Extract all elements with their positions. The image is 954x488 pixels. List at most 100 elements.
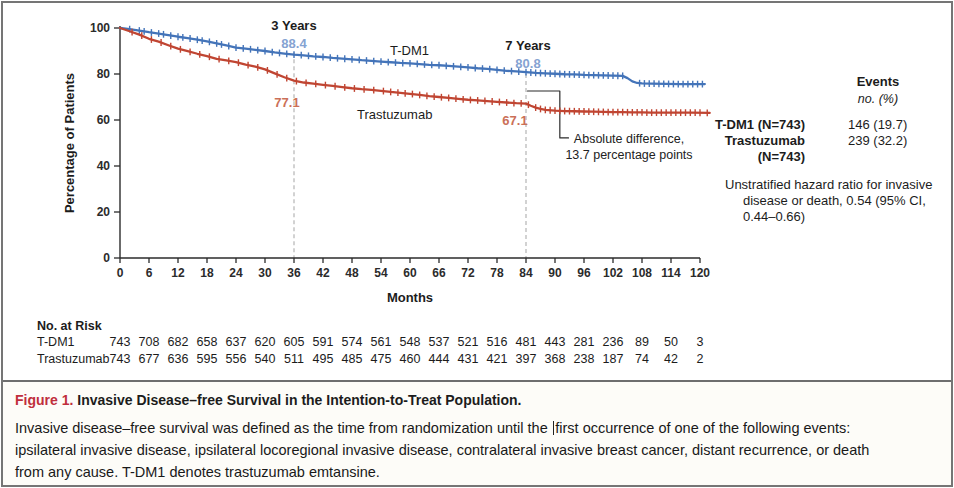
absolute-difference-line2: 13.7 percentage points [561,147,697,163]
events-row-trastuzumab-value: 239 (32.2) [848,133,907,148]
risk-count: 368 [539,352,571,366]
risk-row-tdm1-label: T-DM1 [37,335,75,349]
risk-count: 595 [191,352,223,366]
trastuzumab-3yr-value: 77.1 [255,95,319,110]
risk-count: 74 [626,352,658,366]
absolute-difference-line1: Absolute difference, [561,131,697,147]
risk-count: 475 [365,352,397,366]
risk-count: 443 [539,335,571,349]
svg-text:54: 54 [374,266,388,280]
svg-text:84: 84 [519,266,533,280]
caption-body-line1: Invasive disease–free survival was defin… [15,417,939,439]
risk-count: 605 [278,335,310,349]
figure-panel: 0612182430364248546066727884909610210811… [1,1,953,487]
svg-text:78: 78 [490,266,504,280]
risk-count: 3 [684,335,716,349]
trastuzumab-curve-label: Trastuzumab [357,107,432,122]
risk-count: 636 [162,352,194,366]
risk-count: 431 [452,352,484,366]
caption-figure-label: Figure 1. [15,392,73,408]
svg-text:36: 36 [287,266,301,280]
x-axis-label: Months [360,290,460,305]
three-years-label: 3 Years [254,18,334,33]
svg-text:40: 40 [97,159,111,173]
svg-text:48: 48 [345,266,359,280]
risk-count: 485 [336,352,368,366]
svg-text:100: 100 [90,21,110,35]
risk-count: 548 [394,335,426,349]
risk-count: 561 [365,335,397,349]
svg-text:24: 24 [229,266,243,280]
risk-count: 460 [394,352,426,366]
hazard-line2: disease or death, 0.54 (95% CI, [725,193,947,209]
events-row-trastuzumab-n: (N=743) [691,149,805,164]
risk-count: 637 [220,335,252,349]
risk-count: 540 [249,352,281,366]
risk-table-header: No. at Risk [37,319,102,333]
events-row-tdm1-value: 146 (19.7) [848,117,907,132]
caption-body-line2: ipsilateral invasive disease, ipsilatera… [15,439,939,461]
svg-text:42: 42 [316,266,330,280]
tdm1-7yr-value: 80.8 [496,56,560,71]
risk-count: 281 [568,335,600,349]
svg-text:18: 18 [200,266,214,280]
risk-count: 574 [336,335,368,349]
caption-body: Invasive disease–free survival was defin… [15,417,939,483]
risk-count: 682 [162,335,194,349]
svg-text:30: 30 [258,266,272,280]
risk-count: 591 [307,335,339,349]
svg-text:72: 72 [461,266,475,280]
risk-count: 658 [191,335,223,349]
risk-count: 677 [133,352,165,366]
risk-count: 481 [510,335,542,349]
events-row-trastuzumab-label: Trastuzumab [691,133,805,148]
svg-text:108: 108 [632,266,652,280]
svg-text:20: 20 [97,205,111,219]
svg-text:12: 12 [171,266,185,280]
risk-count: 511 [278,352,310,366]
risk-count: 556 [220,352,252,366]
svg-text:96: 96 [577,266,591,280]
svg-text:120: 120 [690,266,710,280]
y-axis-label: Percentage of Patients [62,73,77,213]
hazard-line3: 0.44–0.66) [725,209,947,225]
svg-text:6: 6 [146,266,153,280]
caption-body-line3: from any cause. T-DM1 denotes trastuzuma… [15,461,939,483]
risk-count: 89 [626,335,658,349]
hazard-ratio-note: Unstratified hazard ratio for invasive d… [725,177,947,225]
risk-row-trastuzumab-label: Trastuzumab [37,352,109,366]
risk-count: 516 [481,335,513,349]
events-header: Events [823,74,933,89]
tdm1-curve-label: T-DM1 [390,43,429,58]
svg-text:80: 80 [97,67,111,81]
risk-count: 521 [452,335,484,349]
caption-title-text: Invasive Disease–free Survival in the In… [77,392,521,408]
svg-text:0: 0 [103,251,110,265]
svg-text:114: 114 [661,266,681,280]
absolute-difference-annotation: Absolute difference, 13.7 percentage poi… [561,131,697,163]
risk-count: 444 [423,352,455,366]
risk-count: 421 [481,352,513,366]
events-unit: no. (%) [823,92,933,106]
hazard-line1: Unstratified hazard ratio for invasive [725,177,947,193]
risk-count: 238 [568,352,600,366]
caption-title-line: Figure 1. Invasive Disease–free Survival… [15,392,939,408]
seven-years-label: 7 Years [488,38,568,53]
svg-text:0: 0 [117,266,124,280]
events-row-tdm1-label: T-DM1 (N=743) [691,117,805,132]
svg-text:90: 90 [548,266,562,280]
risk-count: 537 [423,335,455,349]
risk-count: 397 [510,352,542,366]
risk-count: 620 [249,335,281,349]
risk-count: 2 [684,352,716,366]
svg-text:102: 102 [603,266,623,280]
risk-count: 743 [104,335,136,349]
risk-count: 187 [597,352,629,366]
risk-count: 50 [655,335,687,349]
trastuzumab-7yr-value: 67.1 [483,113,547,128]
risk-count: 495 [307,352,339,366]
risk-count: 42 [655,352,687,366]
svg-text:60: 60 [97,113,111,127]
svg-text:66: 66 [432,266,446,280]
risk-count: 236 [597,335,629,349]
